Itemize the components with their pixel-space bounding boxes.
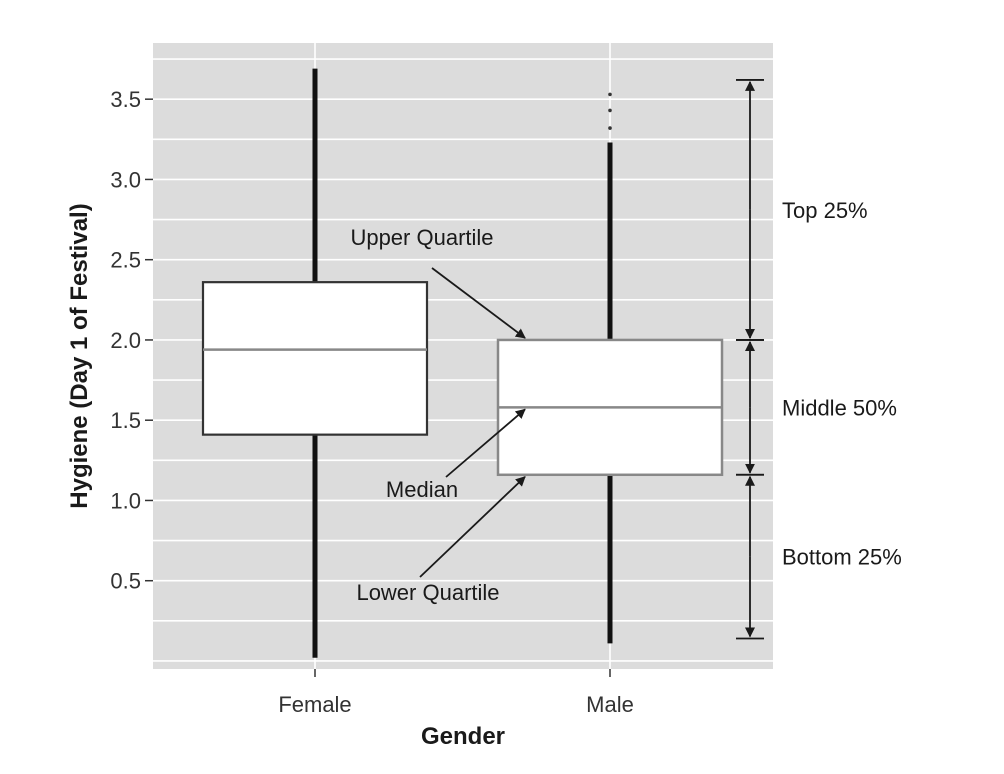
y-axis-title: Hygiene (Day 1 of Festival) <box>66 203 93 508</box>
y-tick-label: 2.5 <box>110 248 141 273</box>
outlier-point-male <box>608 92 612 97</box>
upper-quartile-arrow <box>431 267 526 339</box>
bracket-label: Bottom 25% <box>782 545 902 570</box>
y-tick-label: 3.0 <box>110 167 141 192</box>
outlier-point-male <box>608 126 612 130</box>
median-arrow <box>445 408 526 478</box>
y-tick-label: 2.0 <box>110 328 141 353</box>
x-tick-label: Female <box>278 692 351 717</box>
median-label: Median <box>386 477 458 502</box>
bracket-label: Top 25% <box>782 198 868 223</box>
outlier-point-male <box>608 108 612 113</box>
lower-quartile-arrow <box>419 476 526 578</box>
box-female <box>201 281 429 436</box>
bracket-label: Middle 50% <box>782 395 897 420</box>
bracket-bottom-25 <box>736 473 764 640</box>
x-tick-label: Male <box>586 692 634 717</box>
upper-quartile-label: Upper Quartile <box>350 225 493 250</box>
y-tick-label: 1.5 <box>110 408 141 433</box>
x-axis-title: Gender <box>421 723 505 750</box>
y-tick-label: 0.5 <box>110 569 141 594</box>
lower-quartile-label: Lower Quartile <box>356 580 499 605</box>
y-tick-label: 1.0 <box>110 488 141 513</box>
y-tick-label: 3.5 <box>110 87 141 112</box>
